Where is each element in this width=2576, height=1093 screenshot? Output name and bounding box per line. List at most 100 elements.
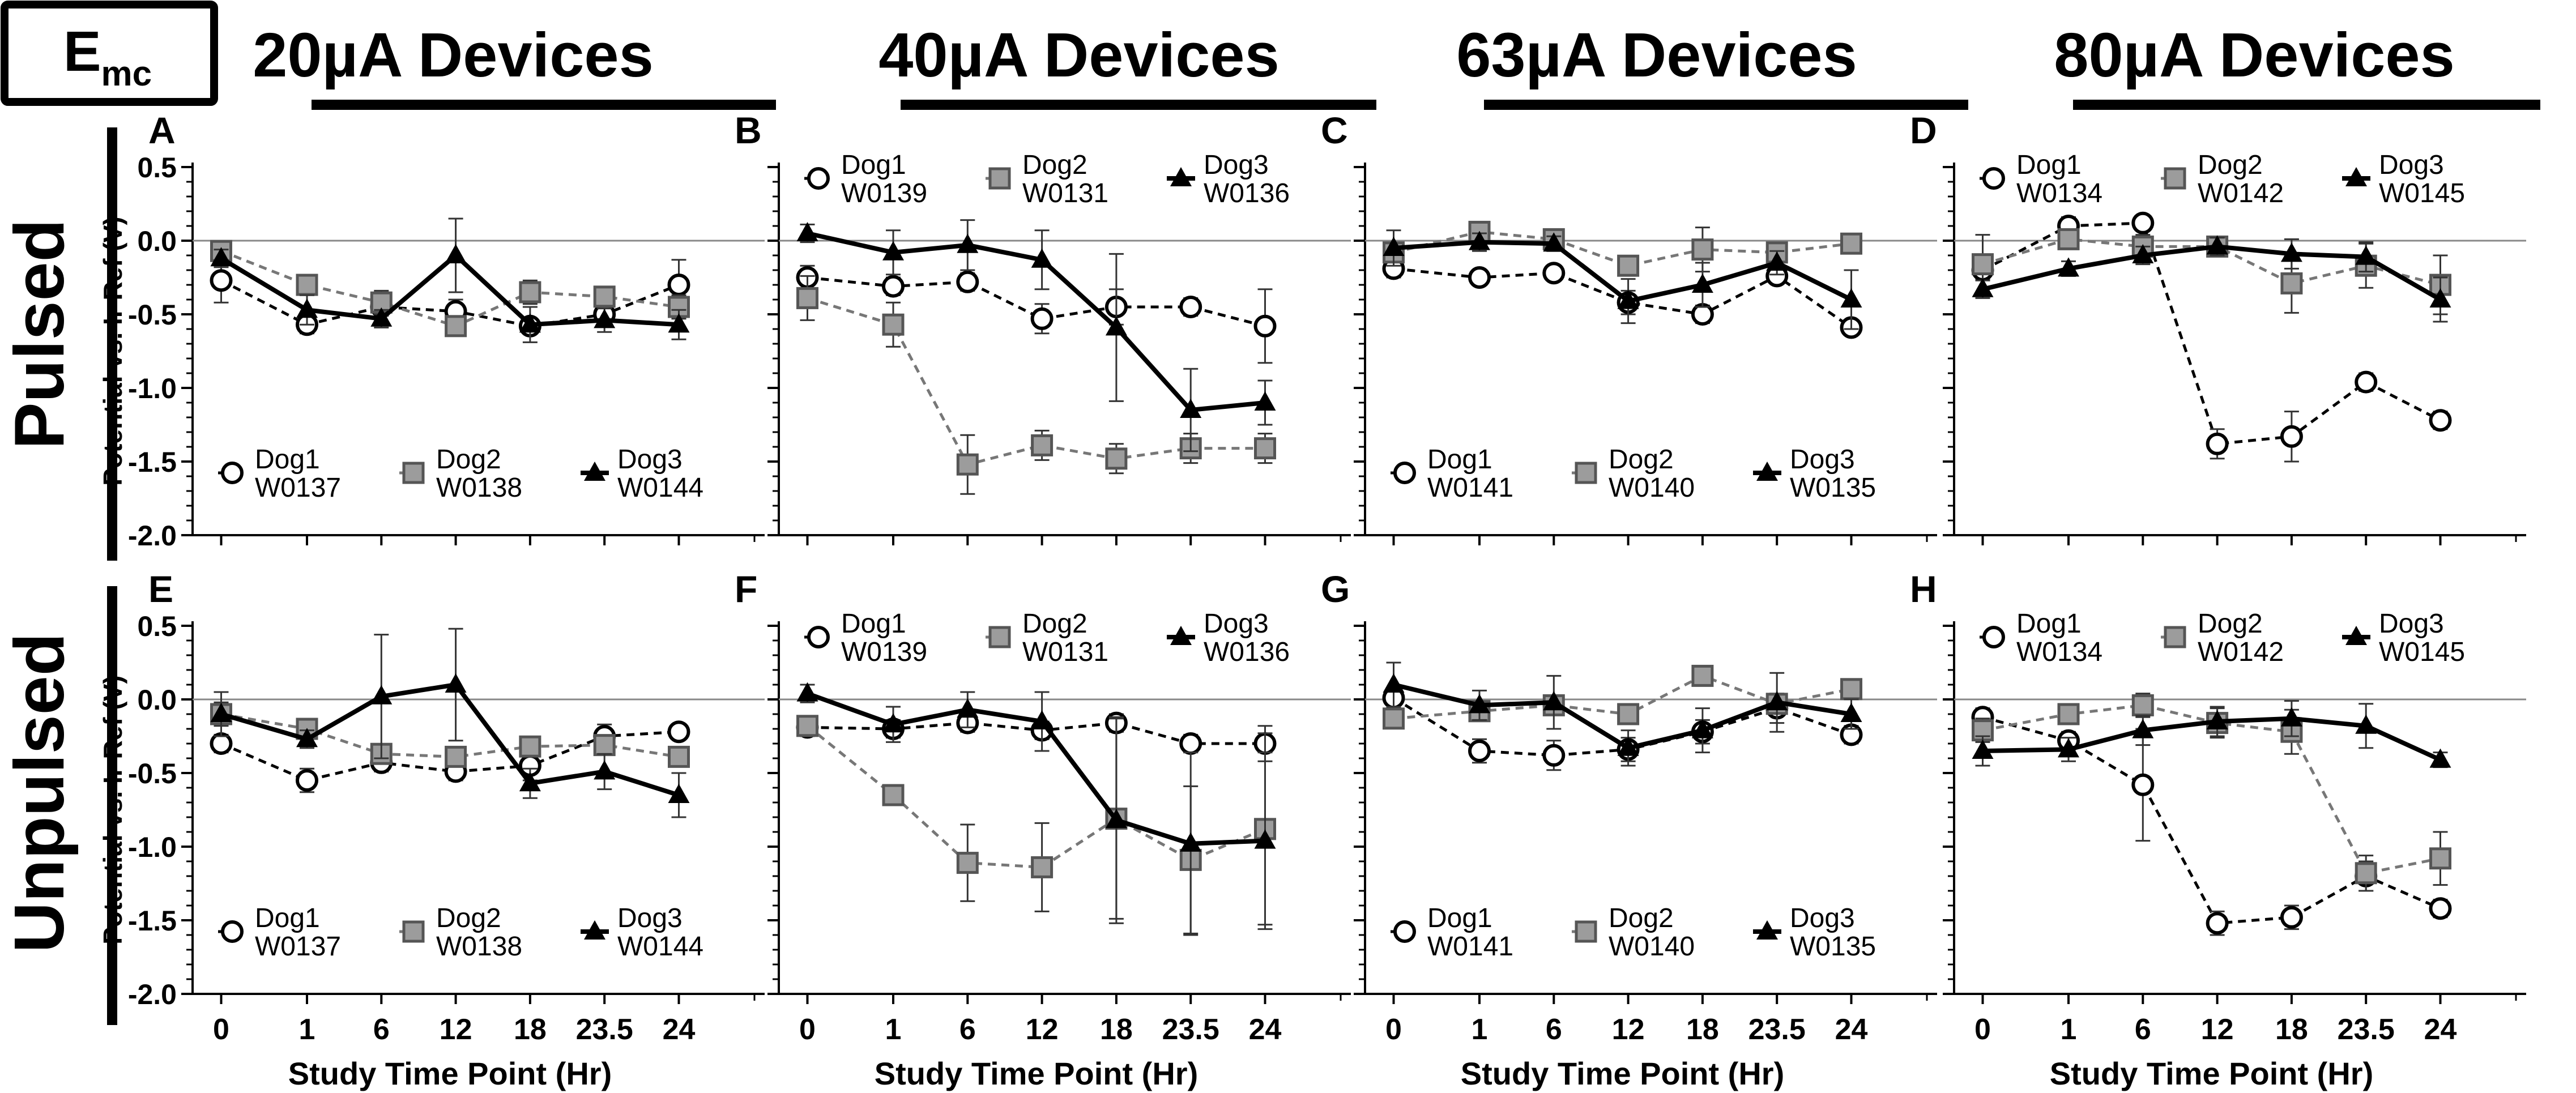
- legend-device-label: W0137: [255, 932, 341, 962]
- legend-marker: [584, 920, 605, 940]
- data-point: [1468, 740, 1491, 762]
- legend-marker: [988, 167, 1011, 190]
- data-point: [1383, 673, 1405, 693]
- data-point: [956, 270, 979, 293]
- data-point: [796, 715, 818, 737]
- x-tick-label: 18: [2275, 1013, 2308, 1046]
- panels: A -2.0 -1.5 -1.0 -0.5 0.0 0.5 Potential vs. Ir …: [98, 109, 2526, 1091]
- panel-letter: G: [1321, 568, 1350, 610]
- x-tick-label: 24: [663, 1013, 696, 1046]
- x-tick-label: 24: [2424, 1013, 2457, 1046]
- data-point: [519, 281, 541, 304]
- data-point: [1691, 274, 1713, 293]
- data-point: [1253, 314, 1277, 338]
- legend-marker: [221, 920, 244, 943]
- y-tick-label: -2.0: [128, 979, 177, 1010]
- data-point: [210, 247, 232, 267]
- column-header-40ua: 40µA Devices: [878, 20, 1280, 90]
- x-tick-label: 0: [799, 1013, 816, 1046]
- y-tick-label: 0.5: [137, 610, 177, 642]
- legend-marker: [221, 462, 244, 484]
- data-point: [519, 772, 541, 792]
- legend-device-label: W0135: [1790, 473, 1876, 503]
- legend-dog-label: Dog1: [841, 609, 906, 639]
- legend-marker: [1575, 920, 1597, 943]
- figure-tag-label: Emc: [63, 20, 152, 93]
- data-point: [2280, 707, 2302, 727]
- legend-dog-label: Dog2: [436, 903, 501, 933]
- data-point: [796, 222, 818, 241]
- legend-marker: [807, 167, 830, 190]
- column-header-80ua: 80µA Devices: [2054, 20, 2455, 90]
- legend-marker: [988, 626, 1011, 648]
- figure-tag-box: [1, 1, 218, 106]
- legend-marker: [2345, 626, 2367, 645]
- legend-marker: [1982, 167, 2005, 190]
- data-point: [296, 298, 318, 318]
- x-tick-label: 1: [1472, 1013, 1488, 1046]
- data-point: [2280, 906, 2303, 929]
- data-point: [370, 685, 393, 705]
- data-point: [1691, 664, 1714, 687]
- panel-letter: D: [1910, 109, 1937, 151]
- data-point: [2429, 288, 2451, 308]
- data-point: [1617, 736, 1639, 756]
- data-point: [2206, 710, 2228, 729]
- legend-dog-label: Dog1: [2016, 150, 2082, 180]
- x-tick-label: 18: [1686, 1013, 1719, 1046]
- data-point: [1105, 316, 1127, 336]
- series-dog3: [1972, 235, 2451, 323]
- legend-marker: [1575, 462, 1597, 484]
- data-point: [1617, 703, 1640, 725]
- data-point: [210, 269, 233, 292]
- legend-marker: [807, 626, 830, 648]
- data-point: [594, 309, 616, 328]
- legend-marker: [1756, 462, 1778, 481]
- legend-dog-label: Dog1: [841, 150, 906, 180]
- y-tick-label: 0.0: [137, 684, 177, 716]
- x-tick-label: 18: [514, 1013, 547, 1046]
- series-dog3: [210, 627, 690, 818]
- data-point: [2206, 235, 2228, 255]
- data-point: [882, 313, 905, 336]
- data-point: [2131, 694, 2154, 716]
- x-tick-label: 12: [1612, 1013, 1645, 1046]
- legend-device-label: W0139: [841, 178, 927, 208]
- panel-letter: H: [1910, 568, 1937, 610]
- data-point: [1542, 744, 1566, 767]
- legend-device-label: W0140: [1609, 932, 1695, 962]
- data-point: [296, 274, 318, 296]
- data-point: [1254, 437, 1276, 460]
- data-point: [519, 313, 541, 333]
- x-tick-label: 0: [1385, 1013, 1402, 1046]
- series-dog3: [1972, 700, 2451, 768]
- data-point: [2280, 425, 2303, 448]
- legend-device-label: W0131: [1022, 637, 1108, 667]
- x-tick-label: 1: [299, 1013, 315, 1046]
- data-point: [1105, 809, 1127, 829]
- data-point: [1031, 248, 1053, 268]
- column-header-20ua: 20µA Devices: [253, 20, 654, 90]
- x-tick-label: 6: [1546, 1013, 1562, 1046]
- legend-dog-label: Dog3: [1204, 150, 1269, 180]
- data-point: [1617, 254, 1640, 277]
- data-point: [1383, 237, 1405, 256]
- data-point: [882, 784, 905, 806]
- data-point: [1766, 691, 1788, 711]
- legend-device-label: W0142: [2198, 178, 2284, 208]
- x-tick-label: 1: [2061, 1013, 2077, 1046]
- data-point: [1469, 694, 1490, 714]
- data-point: [1468, 266, 1491, 289]
- legend-device-label: W0135: [1790, 932, 1876, 962]
- data-point: [2206, 912, 2229, 935]
- legend-marker: [584, 462, 605, 481]
